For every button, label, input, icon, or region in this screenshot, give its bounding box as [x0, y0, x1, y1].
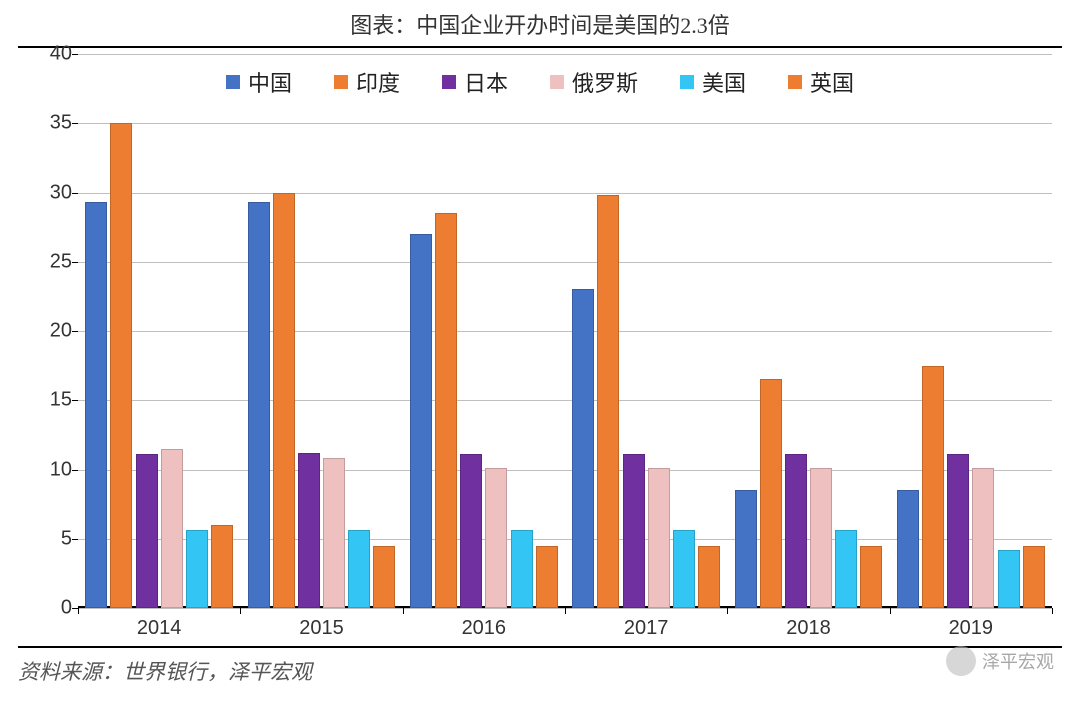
x-tick-label: 2015	[240, 617, 402, 640]
legend-item: 日本	[442, 66, 508, 98]
bar-group: 2014	[78, 54, 240, 608]
y-tick-label: 20	[36, 320, 72, 343]
y-tick-label: 5	[36, 527, 72, 550]
watermark: 泽平宏观	[946, 646, 1054, 676]
bar	[673, 530, 695, 608]
legend-label: 美国	[702, 66, 746, 98]
y-tick-label: 40	[36, 43, 72, 66]
legend-swatch	[226, 75, 240, 89]
source-line: 资料来源：世界银行，泽平宏观	[18, 648, 1062, 686]
watermark-text: 泽平宏观	[982, 648, 1054, 674]
bar	[597, 195, 619, 608]
y-tick-label: 15	[36, 389, 72, 412]
bar	[273, 193, 295, 609]
x-tick-mark	[240, 608, 241, 614]
bar	[623, 454, 645, 608]
x-tick-mark	[890, 608, 891, 614]
bar	[348, 530, 370, 608]
x-tick-label: 2017	[565, 617, 727, 640]
legend-item: 英国	[788, 66, 854, 98]
bar	[698, 546, 720, 608]
legend-swatch	[550, 75, 564, 89]
bar-group: 2017	[565, 54, 727, 608]
bar	[410, 234, 432, 608]
legend-item: 中国	[226, 66, 292, 98]
bar	[511, 530, 533, 608]
y-tick-label: 10	[36, 458, 72, 481]
x-tick-label: 2019	[890, 617, 1052, 640]
bar	[136, 454, 158, 608]
x-tick-mark	[1052, 608, 1053, 614]
bar	[1023, 546, 1045, 608]
legend-label: 印度	[356, 66, 400, 98]
x-tick-mark	[565, 608, 566, 614]
bar-group: 2016	[403, 54, 565, 608]
bar	[536, 546, 558, 608]
x-tick-mark	[78, 608, 79, 614]
chart-area: 0510152025303540201420152016201720182019…	[18, 48, 1062, 648]
legend-swatch	[442, 75, 456, 89]
x-tick-mark	[403, 608, 404, 614]
legend-item: 印度	[334, 66, 400, 98]
bar	[435, 213, 457, 608]
bar	[323, 458, 345, 608]
legend-label: 日本	[464, 66, 508, 98]
bar-group: 2015	[240, 54, 402, 608]
bar-group: 2018	[727, 54, 889, 608]
bar-group: 2019	[890, 54, 1052, 608]
y-tick-label: 30	[36, 181, 72, 204]
bar	[835, 530, 857, 608]
bar	[85, 202, 107, 608]
bar	[897, 490, 919, 608]
wechat-icon	[946, 646, 976, 676]
bar	[998, 550, 1020, 608]
y-tick-label: 25	[36, 250, 72, 273]
bar	[760, 379, 782, 608]
bar	[972, 468, 994, 608]
legend-swatch	[788, 75, 802, 89]
bar	[298, 453, 320, 608]
bar	[186, 530, 208, 608]
legend-label: 中国	[248, 66, 292, 98]
x-tick-label: 2014	[78, 617, 240, 640]
legend-swatch	[334, 75, 348, 89]
chart-title: 图表：中国企业开办时间是美国的2.3倍	[18, 8, 1062, 48]
bar	[922, 366, 944, 608]
bar	[735, 490, 757, 608]
bar	[648, 468, 670, 608]
bar	[810, 468, 832, 608]
bar	[947, 454, 969, 608]
bar	[110, 123, 132, 608]
y-tick-label: 35	[36, 112, 72, 135]
bar	[860, 546, 882, 608]
bar	[460, 454, 482, 608]
y-tick-label: 0	[36, 597, 72, 620]
bar	[485, 468, 507, 608]
legend-label: 英国	[810, 66, 854, 98]
legend-item: 俄罗斯	[550, 66, 638, 98]
legend-label: 俄罗斯	[572, 66, 638, 98]
legend-item: 美国	[680, 66, 746, 98]
x-tick-mark	[727, 608, 728, 614]
bar	[161, 449, 183, 608]
bar	[572, 289, 594, 608]
legend: 中国 印度 日本 俄罗斯 美国 英国	[18, 66, 1062, 98]
plot-region: 0510152025303540201420152016201720182019	[78, 54, 1052, 608]
bar	[248, 202, 270, 608]
x-tick-label: 2018	[727, 617, 889, 640]
bar	[373, 546, 395, 608]
bar	[785, 454, 807, 608]
legend-swatch	[680, 75, 694, 89]
x-tick-label: 2016	[403, 617, 565, 640]
bar	[211, 525, 233, 608]
